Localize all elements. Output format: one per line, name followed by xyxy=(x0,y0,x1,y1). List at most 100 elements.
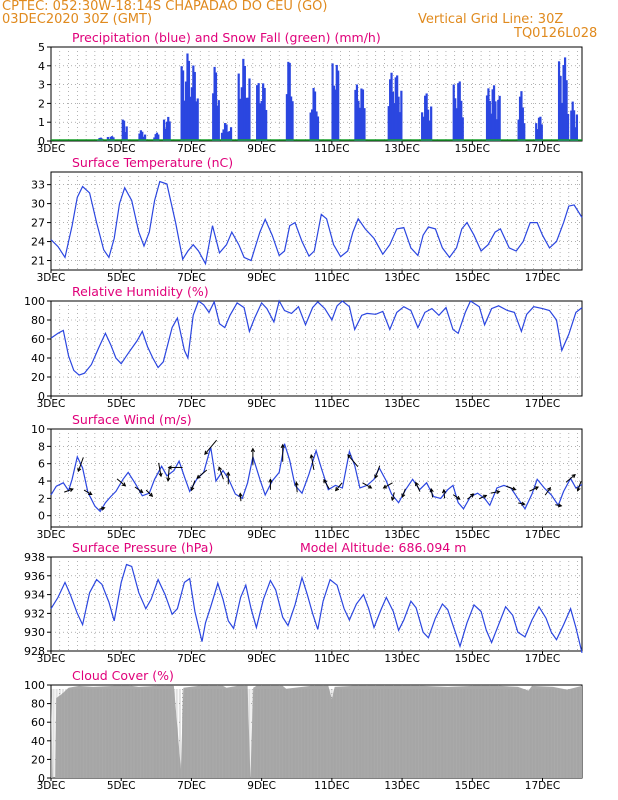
x-tick-label: 11DEC xyxy=(314,780,349,792)
panel-title: Surface Pressure (hPa) xyxy=(72,540,213,555)
precip-bar xyxy=(458,81,461,141)
precip-bar xyxy=(457,83,460,141)
wind-arrow-shaft xyxy=(335,482,343,491)
x-tick-label: 7DEC xyxy=(177,143,206,155)
y-tick-label: 930 xyxy=(24,626,45,639)
panel-title: Surface Temperature (nC) xyxy=(72,155,233,170)
x-tick-label: 5DEC xyxy=(107,653,136,665)
precip-bar xyxy=(225,124,228,141)
precip-bar xyxy=(361,89,365,141)
precip-bar xyxy=(313,91,317,141)
precip-bar xyxy=(195,101,198,141)
precip-bar xyxy=(242,58,245,142)
wind-arrow-head xyxy=(534,486,539,491)
precip-bar xyxy=(212,93,215,141)
x-tick-label: 17DEC xyxy=(525,272,560,284)
x-tick-label: 15DEC xyxy=(455,398,490,410)
precip-bar xyxy=(121,119,124,141)
wind-arrow xyxy=(452,494,461,500)
wind-arrow-shaft xyxy=(577,481,582,491)
precip-bar xyxy=(154,134,157,141)
precip-bar xyxy=(239,98,242,141)
y-tick-label: 6 xyxy=(38,458,45,471)
wind-arrow-shaft xyxy=(467,493,474,500)
y-tick-label: 0 xyxy=(38,772,45,785)
wind-arrow xyxy=(490,489,501,495)
x-tick-label: 7DEC xyxy=(177,653,206,665)
y-tick-label: 932 xyxy=(24,607,45,620)
x-tick-label: 13DEC xyxy=(384,398,419,410)
series-line xyxy=(50,443,583,513)
wind-arrow-shaft xyxy=(295,482,298,493)
precip-bar xyxy=(213,66,216,141)
wind-arrow-head xyxy=(238,492,243,497)
precip-bar xyxy=(355,84,359,141)
x-tick-label: 11DEC xyxy=(314,653,349,665)
precip-bar xyxy=(363,108,366,141)
x-tick-label: 15DEC xyxy=(455,653,490,665)
wind-arrow-shaft xyxy=(518,502,525,505)
precip-bar xyxy=(237,73,240,141)
wind-arrow xyxy=(506,485,517,491)
x-tick-label: 17DEC xyxy=(525,529,560,541)
wind-arrow-shaft xyxy=(506,485,516,491)
wind-arrow xyxy=(467,493,475,500)
precip-bar xyxy=(155,132,159,141)
precip-bar xyxy=(193,71,196,141)
wind-arrow xyxy=(415,481,421,492)
wind-arrow-head xyxy=(190,486,195,492)
wind-arrow xyxy=(429,487,434,498)
x-tick-label: 17DEC xyxy=(525,398,560,410)
series-line xyxy=(50,299,583,376)
precip-bar xyxy=(217,100,220,141)
precip-bar xyxy=(394,77,397,141)
precip-bar xyxy=(424,95,427,141)
precip-bar xyxy=(311,109,314,141)
y-tick-label: 934 xyxy=(24,589,45,602)
precip-bar xyxy=(223,123,227,141)
wind-arrow-head xyxy=(374,474,379,479)
x-tick-label: 11DEC xyxy=(314,529,349,541)
wind-arrow-head xyxy=(158,472,163,478)
precip-bar xyxy=(332,85,336,141)
x-tick-label: 7DEC xyxy=(177,529,206,541)
wind-arrow-head xyxy=(69,487,74,492)
x-tick-label: 9DEC xyxy=(247,143,276,155)
plot-frame xyxy=(50,171,583,271)
y-tick-label: 40 xyxy=(31,352,45,365)
precip-bar xyxy=(291,101,294,141)
chart-panel-6: 0 20 40 60 80 100 3DEC 5DEC 7DEC 9DEC 11DEC 13DEC 15… xyxy=(24,668,583,792)
wind-arrow xyxy=(544,486,551,496)
wind-arrow-head xyxy=(576,487,581,492)
wind-arrow-head xyxy=(511,486,517,491)
chart-panel-4: 0 2 4 6 8 10 3DEC 5DEC 7DEC 9DEC 11DEC 13DEC 15DEC 17… xyxy=(31,412,583,541)
precip-bar xyxy=(259,103,262,141)
y-tick-label: 5 xyxy=(38,41,45,54)
precip-bar xyxy=(387,106,390,141)
wind-arrow-shaft xyxy=(167,468,170,481)
wind-arrow-shaft xyxy=(415,482,421,492)
y-tick-label: 20 xyxy=(31,371,45,384)
wind-arrow xyxy=(268,478,273,490)
precip-bar xyxy=(460,100,463,141)
precip-bar xyxy=(260,100,263,141)
y-tick-label: 4 xyxy=(38,475,45,488)
wind-arrow-head xyxy=(148,492,154,497)
precip-bar xyxy=(186,53,189,141)
precip-bar xyxy=(184,81,188,141)
precip-bar xyxy=(229,127,233,141)
wind-arrow-shaft xyxy=(204,439,217,455)
wind-arrow-shaft xyxy=(443,489,446,499)
precip-bar xyxy=(535,123,538,141)
precip-bar xyxy=(168,121,171,141)
y-tick-label: 0 xyxy=(38,390,45,403)
wind-arrow-shaft xyxy=(401,488,406,498)
wind-arrow xyxy=(250,447,255,465)
precip-bar xyxy=(571,101,574,141)
precip-bar xyxy=(164,128,167,141)
x-tick-label: 3DEC xyxy=(37,653,66,665)
precip-bar xyxy=(290,96,293,141)
wind-arrow xyxy=(390,492,396,502)
wind-arrow-head xyxy=(441,488,447,494)
plot-frame xyxy=(50,300,583,397)
